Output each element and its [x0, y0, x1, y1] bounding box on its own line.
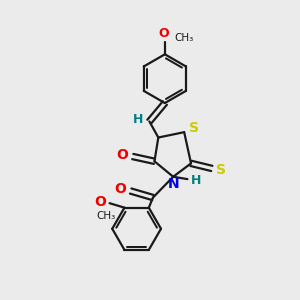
Text: H: H	[190, 174, 201, 187]
Text: S: S	[216, 163, 226, 177]
Text: O: O	[114, 182, 126, 196]
Text: N: N	[168, 177, 180, 191]
Text: CH₃: CH₃	[174, 33, 194, 43]
Text: CH₃: CH₃	[96, 211, 116, 220]
Text: O: O	[116, 148, 128, 162]
Text: O: O	[94, 195, 106, 209]
Text: H: H	[133, 112, 143, 126]
Text: O: O	[159, 27, 169, 40]
Text: S: S	[189, 121, 199, 135]
